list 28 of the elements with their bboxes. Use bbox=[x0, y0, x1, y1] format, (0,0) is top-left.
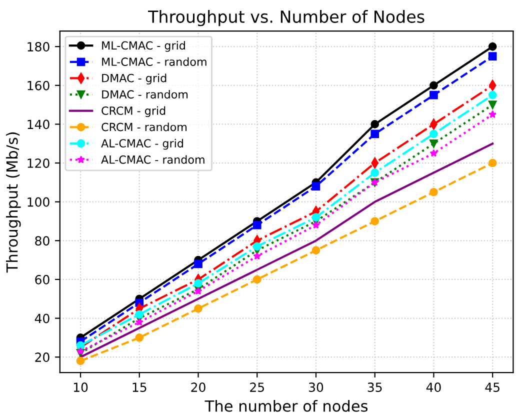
legend-label: DMAC - grid bbox=[102, 74, 166, 84]
chart-title: Throughput vs. Number of Nodes bbox=[148, 10, 424, 26]
x-tick-label: 35 bbox=[368, 382, 382, 392]
y-tick-label: 20 bbox=[35, 352, 50, 362]
legend-label: CRCM - random bbox=[102, 122, 187, 132]
x-tick-label: 40 bbox=[426, 382, 441, 392]
legend-label: ML-CMAC - grid bbox=[102, 41, 185, 52]
legend-label: DMAC - random bbox=[102, 90, 188, 99]
x-tick-label: 25 bbox=[250, 382, 264, 392]
x-tick-label: 30 bbox=[308, 382, 324, 392]
y-axis-title: Throughput (Mb/s) bbox=[6, 132, 21, 273]
y-tick-label: 180 bbox=[28, 42, 50, 52]
legend-label: AL-CMAC - random bbox=[101, 155, 204, 164]
y-tick-label: 160 bbox=[28, 80, 50, 90]
y-tick-label: 80 bbox=[35, 236, 50, 246]
x-tick-label: 20 bbox=[191, 382, 206, 392]
y-tick-label: 120 bbox=[28, 158, 50, 168]
y-tick-label: 140 bbox=[28, 120, 50, 130]
y-tick-label: 100 bbox=[28, 197, 50, 207]
y-tick-label: 40 bbox=[34, 314, 50, 324]
x-tick-label: 15 bbox=[132, 382, 146, 392]
legend-label: ML-CMAC - random bbox=[102, 57, 206, 66]
legend-label: CRCM - grid bbox=[102, 106, 166, 118]
legend-label: AL-CMAC - grid bbox=[101, 138, 183, 150]
y-tick-label: 60 bbox=[35, 274, 50, 284]
x-axis-title: The number of nodes bbox=[204, 400, 368, 412]
x-tick-label: 45 bbox=[485, 382, 500, 392]
x-tick-label: 10 bbox=[74, 382, 88, 392]
